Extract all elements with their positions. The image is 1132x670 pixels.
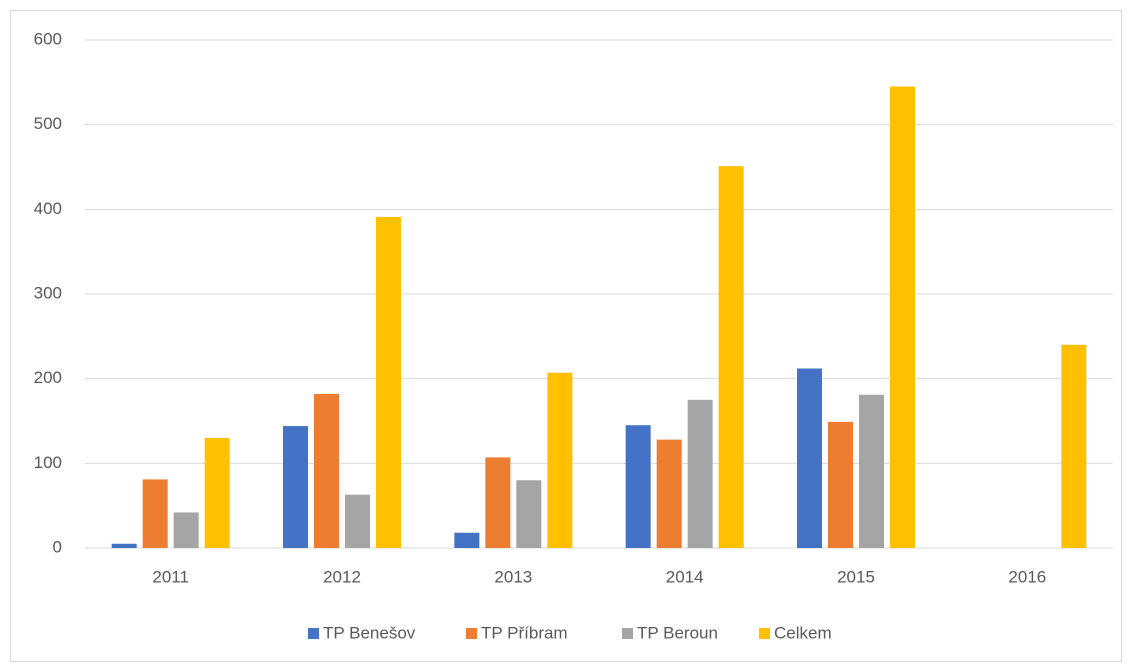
- bar: [625, 425, 651, 548]
- bar: [516, 480, 542, 548]
- x-tick-label: 2012: [323, 567, 361, 586]
- bar: [142, 479, 168, 548]
- legend-swatch: [759, 628, 770, 639]
- x-tick-label: 2015: [837, 567, 875, 586]
- x-tick-label: 2016: [1008, 567, 1046, 586]
- bar: [314, 393, 339, 548]
- legend-label: Celkem: [774, 623, 832, 642]
- bar: [345, 494, 370, 548]
- bar: [656, 439, 682, 548]
- bar: [687, 399, 713, 548]
- bar: [173, 512, 199, 548]
- bar: [828, 421, 853, 548]
- y-tick-label: 500: [34, 114, 62, 133]
- bar: [376, 216, 401, 548]
- y-tick-label: 600: [34, 29, 62, 48]
- y-tick-label: 0: [53, 537, 62, 556]
- chart-border: [10, 10, 1122, 662]
- legend-label: TP Příbram: [481, 623, 568, 642]
- x-tick-label: 2013: [494, 567, 532, 586]
- bar: [859, 394, 884, 548]
- bar: [111, 543, 137, 548]
- bar: [485, 457, 511, 548]
- bar: [547, 372, 573, 548]
- legend-swatch: [622, 628, 633, 639]
- legend-label: TP Beroun: [637, 623, 718, 642]
- legend-swatch: [466, 628, 477, 639]
- bar: [797, 368, 822, 548]
- y-tick-label: 100: [34, 453, 62, 472]
- bar: [1061, 344, 1087, 548]
- y-tick-label: 200: [34, 368, 62, 387]
- legend-label: TP Benešov: [323, 623, 416, 642]
- y-tick-label: 300: [34, 283, 62, 302]
- x-tick-label: 2011: [152, 567, 189, 586]
- bar: [204, 437, 230, 548]
- bar: [283, 426, 308, 548]
- legend-swatch: [308, 628, 319, 639]
- y-tick-label: 400: [34, 199, 62, 218]
- x-tick-label: 2014: [666, 567, 704, 586]
- bar: [718, 166, 744, 549]
- bar: [454, 532, 480, 548]
- bar: [890, 86, 915, 549]
